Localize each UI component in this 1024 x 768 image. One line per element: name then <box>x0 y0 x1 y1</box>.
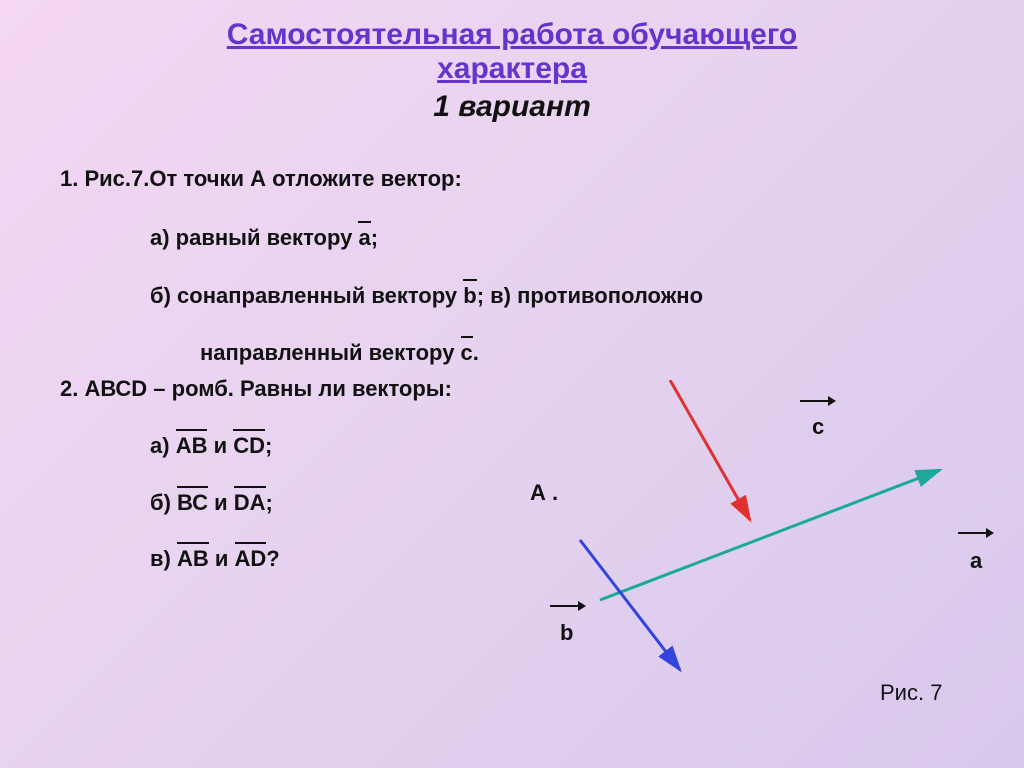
label-a: a <box>970 548 982 574</box>
label-b: b <box>560 620 573 646</box>
vectors-svg <box>520 380 1020 740</box>
figure-7: c А . a b Рис. 7 <box>520 380 1020 740</box>
label-c: c <box>812 414 824 440</box>
task1-c: направленный вектору c. <box>200 339 984 368</box>
task1-heading: 1. Рис.7.От точки А отложите вектор: <box>60 165 984 194</box>
title-line1: Самостоятельная работа обучающего <box>0 18 1024 52</box>
task1-b: б) сонаправленный вектору b; в) противоп… <box>150 282 984 311</box>
arrow-over-c <box>800 400 834 402</box>
arrow-over-a <box>958 532 992 534</box>
arrow-over-b <box>550 605 584 607</box>
vector-teal <box>600 470 940 600</box>
label-A: А . <box>530 480 558 506</box>
title-line2: характера <box>0 52 1024 86</box>
subtitle: 1 вариант <box>0 90 1024 124</box>
figure-caption: Рис. 7 <box>880 680 942 706</box>
vector-red <box>670 380 750 520</box>
title-block: Самостоятельная работа обучающего характ… <box>0 0 1024 124</box>
task1-a: а) равный вектору a; <box>150 224 984 253</box>
vector-blue <box>580 540 680 670</box>
